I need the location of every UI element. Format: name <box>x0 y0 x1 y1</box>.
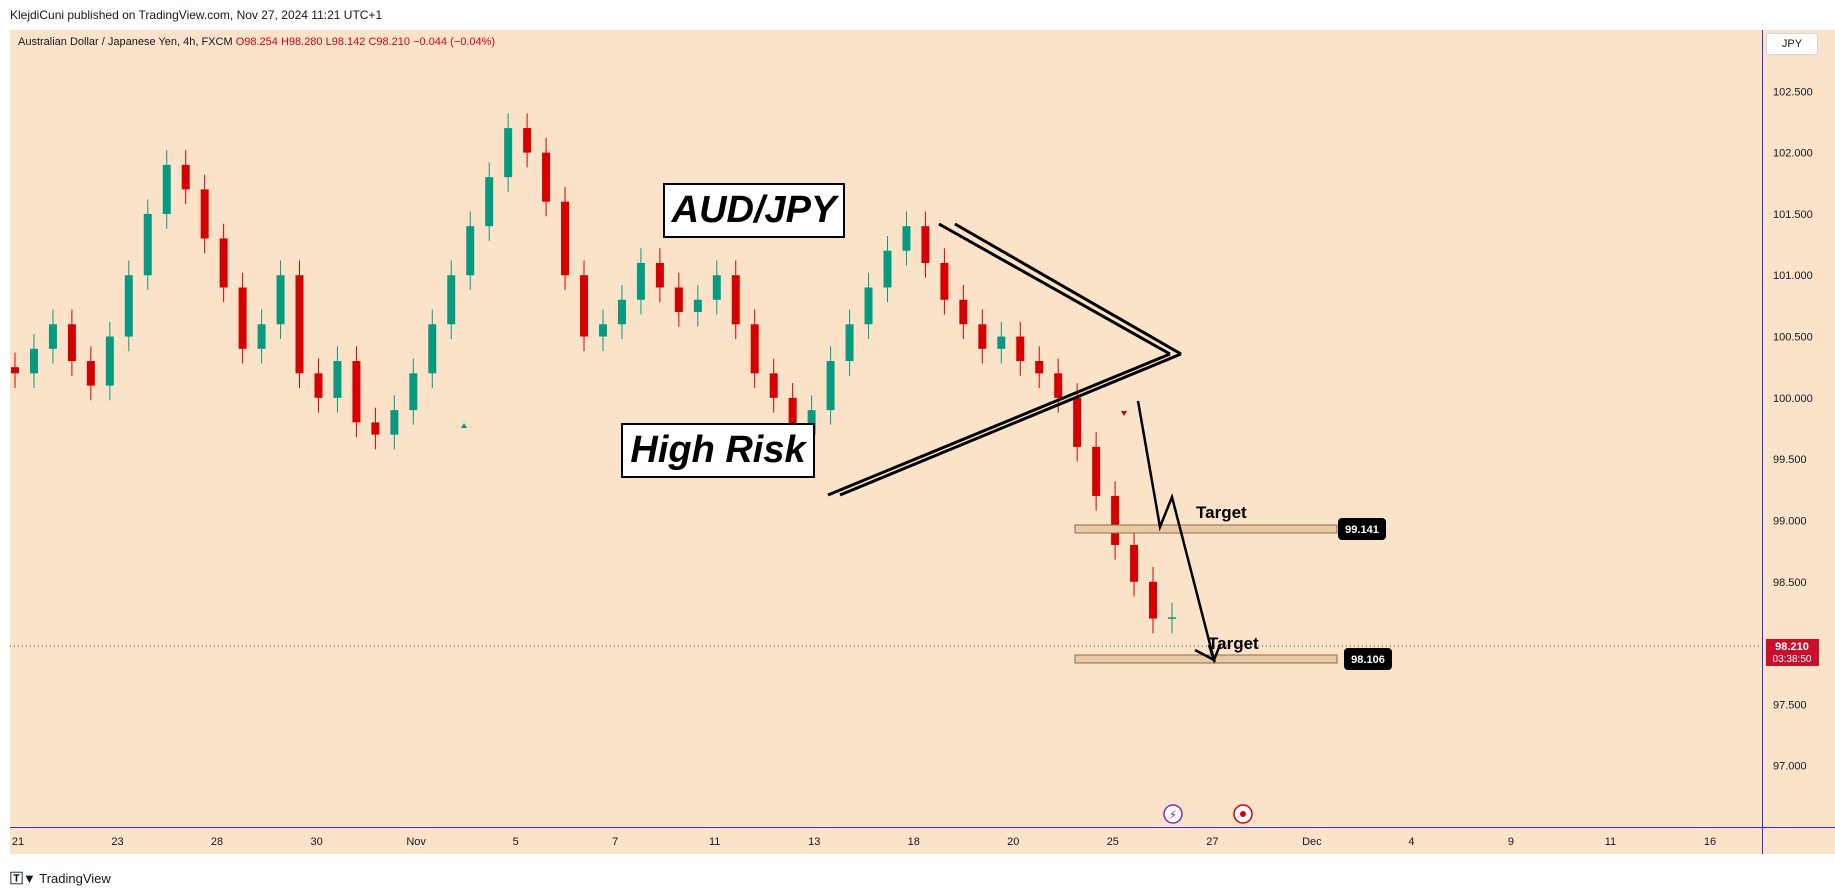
top-bar: KlejdiCuni published on TradingView.com,… <box>0 0 1835 30</box>
price-scale[interactable] <box>1762 30 1835 827</box>
price-scale-border <box>1762 30 1763 854</box>
currency-button[interactable]: JPY <box>1766 33 1818 55</box>
tradingview-logo[interactable]: 🅃▼ TradingView <box>10 868 111 887</box>
ohlc-change: −0.044 (−0.04%) <box>413 36 496 48</box>
ohlc-high: H98.280 <box>280 36 323 48</box>
ohlc-low: L98.142 <box>325 36 366 48</box>
symbol-name: Australian Dollar / Japanese Yen, 4h, FX… <box>18 36 233 48</box>
ohlc-open: O98.254 <box>235 36 278 48</box>
footer <box>0 854 1835 891</box>
tv-logo-icon: 🅃▼ <box>10 871 36 886</box>
symbol-legend[interactable]: Australian Dollar / Japanese Yen, 4h, FX… <box>18 36 495 48</box>
chart-area[interactable] <box>10 30 1762 827</box>
published-info: KlejdiCuni published on TradingView.com,… <box>10 8 383 22</box>
time-scale-border <box>10 827 1835 828</box>
tv-brand: TradingView <box>39 871 111 886</box>
ohlc-close: C98.210 <box>368 36 411 48</box>
time-scale[interactable] <box>10 827 1835 854</box>
